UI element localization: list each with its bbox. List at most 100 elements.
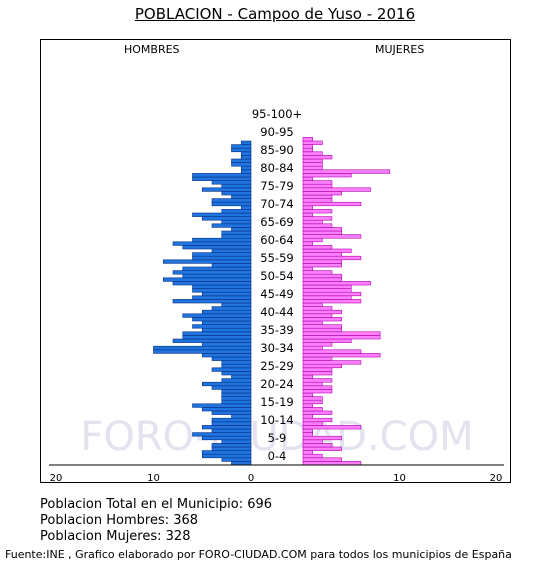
bar-hombres <box>231 162 252 167</box>
bar-mujeres <box>302 396 323 401</box>
bar-mujeres <box>302 309 342 315</box>
bar-hombres <box>201 327 252 333</box>
bar-mujeres <box>302 270 333 275</box>
bar-mujeres <box>302 227 342 232</box>
bar-mujeres <box>302 259 342 264</box>
population-pyramid: HOMBRES MUJERES FORO-CIUDAD.COM 0-4 5-9 10-… <box>40 39 511 484</box>
bar-mujeres <box>302 151 323 156</box>
bar-hombres <box>201 353 252 358</box>
bar-mujeres <box>302 407 323 412</box>
bar-hombres <box>182 335 252 340</box>
bar-hombres <box>221 457 252 462</box>
bar-hombres <box>182 273 252 279</box>
bar-hombres <box>192 255 252 261</box>
age-label: 20-24 <box>260 377 293 391</box>
bar-mujeres <box>302 385 333 390</box>
bar-hombres <box>192 432 252 437</box>
bar-mujeres <box>302 435 342 441</box>
bar-mujeres <box>302 345 323 351</box>
age-label: 30-34 <box>260 341 293 355</box>
bar-mujeres <box>302 392 313 397</box>
age-label: 25-29 <box>260 359 293 373</box>
bar-mujeres <box>302 299 362 304</box>
stat-total: Poblacion Total en el Municipio: 696 <box>40 497 273 512</box>
bar-hombres <box>182 313 252 318</box>
bar-mujeres <box>302 266 313 271</box>
bar-mujeres <box>302 363 342 369</box>
bar-hombres <box>240 205 252 210</box>
bar-hombres <box>231 461 252 466</box>
age-label: 65-69 <box>260 215 293 229</box>
bar-hombres <box>221 399 252 405</box>
bar-mujeres <box>302 255 362 261</box>
bar-hombres <box>182 245 252 250</box>
bar-mujeres <box>302 180 333 185</box>
bar-mujeres <box>302 428 313 433</box>
bar-mujeres <box>302 241 313 246</box>
bar-mujeres <box>302 155 333 160</box>
bar-mujeres <box>302 403 313 408</box>
bar-hombres <box>221 389 252 394</box>
age-label: 80-84 <box>260 161 293 175</box>
bar-hombres <box>211 410 252 415</box>
bar-mujeres <box>302 245 333 250</box>
bar-mujeres <box>302 288 352 293</box>
watermark: FORO-CIUDAD.COM <box>80 414 473 460</box>
bar-mujeres <box>302 263 342 268</box>
age-label: 10-14 <box>260 413 293 427</box>
bar-mujeres <box>302 450 313 455</box>
bar-hombres <box>231 414 252 419</box>
stats-block: Poblacion Total en el Municipio: 696 Pob… <box>40 497 272 545</box>
bar-hombres <box>240 151 252 156</box>
bar-hombres <box>231 194 252 199</box>
hombres-header: HOMBRES <box>124 43 180 56</box>
bar-mujeres <box>302 252 342 257</box>
bar-hombres <box>211 180 252 185</box>
bar-hombres <box>162 277 252 282</box>
bar-mujeres <box>302 187 371 192</box>
bar-mujeres <box>302 234 362 239</box>
bar-hombres <box>231 144 252 149</box>
bar-mujeres <box>302 349 362 354</box>
bar-hombres <box>221 209 252 214</box>
bar-hombres <box>231 147 252 153</box>
bar-hombres <box>192 284 252 289</box>
bar-hombres <box>240 169 252 174</box>
bar-mujeres <box>302 140 323 145</box>
bar-hombres <box>172 338 252 343</box>
bar-hombres <box>221 230 252 235</box>
bar-hombres <box>221 371 252 376</box>
bar-hombres <box>201 320 252 325</box>
x-tick-label: 20 <box>50 473 63 484</box>
bar-mujeres <box>302 183 333 189</box>
bar-mujeres <box>302 248 352 253</box>
bar-hombres <box>201 453 252 459</box>
x-tick-label: 0 <box>248 473 254 484</box>
age-label: 75-79 <box>260 179 293 193</box>
bar-hombres <box>153 345 252 351</box>
bar-hombres <box>201 216 252 221</box>
bar-mujeres <box>302 378 333 383</box>
bar-mujeres <box>302 209 333 214</box>
bar-hombres <box>211 385 252 390</box>
bar-hombres <box>211 443 252 448</box>
age-label: 45-49 <box>260 287 293 301</box>
bar-mujeres <box>302 237 323 243</box>
bar-hombres <box>221 378 252 383</box>
bar-hombres <box>221 363 252 369</box>
bar-hombres <box>231 158 252 163</box>
bar-mujeres <box>302 360 362 365</box>
x-tick-label: 10 <box>147 473 160 484</box>
bar-hombres <box>192 173 252 178</box>
bar-mujeres <box>302 162 323 167</box>
bar-mujeres <box>302 374 313 379</box>
bar-mujeres <box>302 425 362 430</box>
bar-mujeres <box>302 291 362 297</box>
bar-hombres <box>211 248 252 253</box>
bar-hombres <box>172 299 252 304</box>
bar-mujeres <box>302 169 391 174</box>
bar-hombres <box>221 219 252 225</box>
bar-hombres <box>172 270 252 275</box>
bar-hombres <box>201 187 252 192</box>
bar-mujeres <box>302 216 333 221</box>
